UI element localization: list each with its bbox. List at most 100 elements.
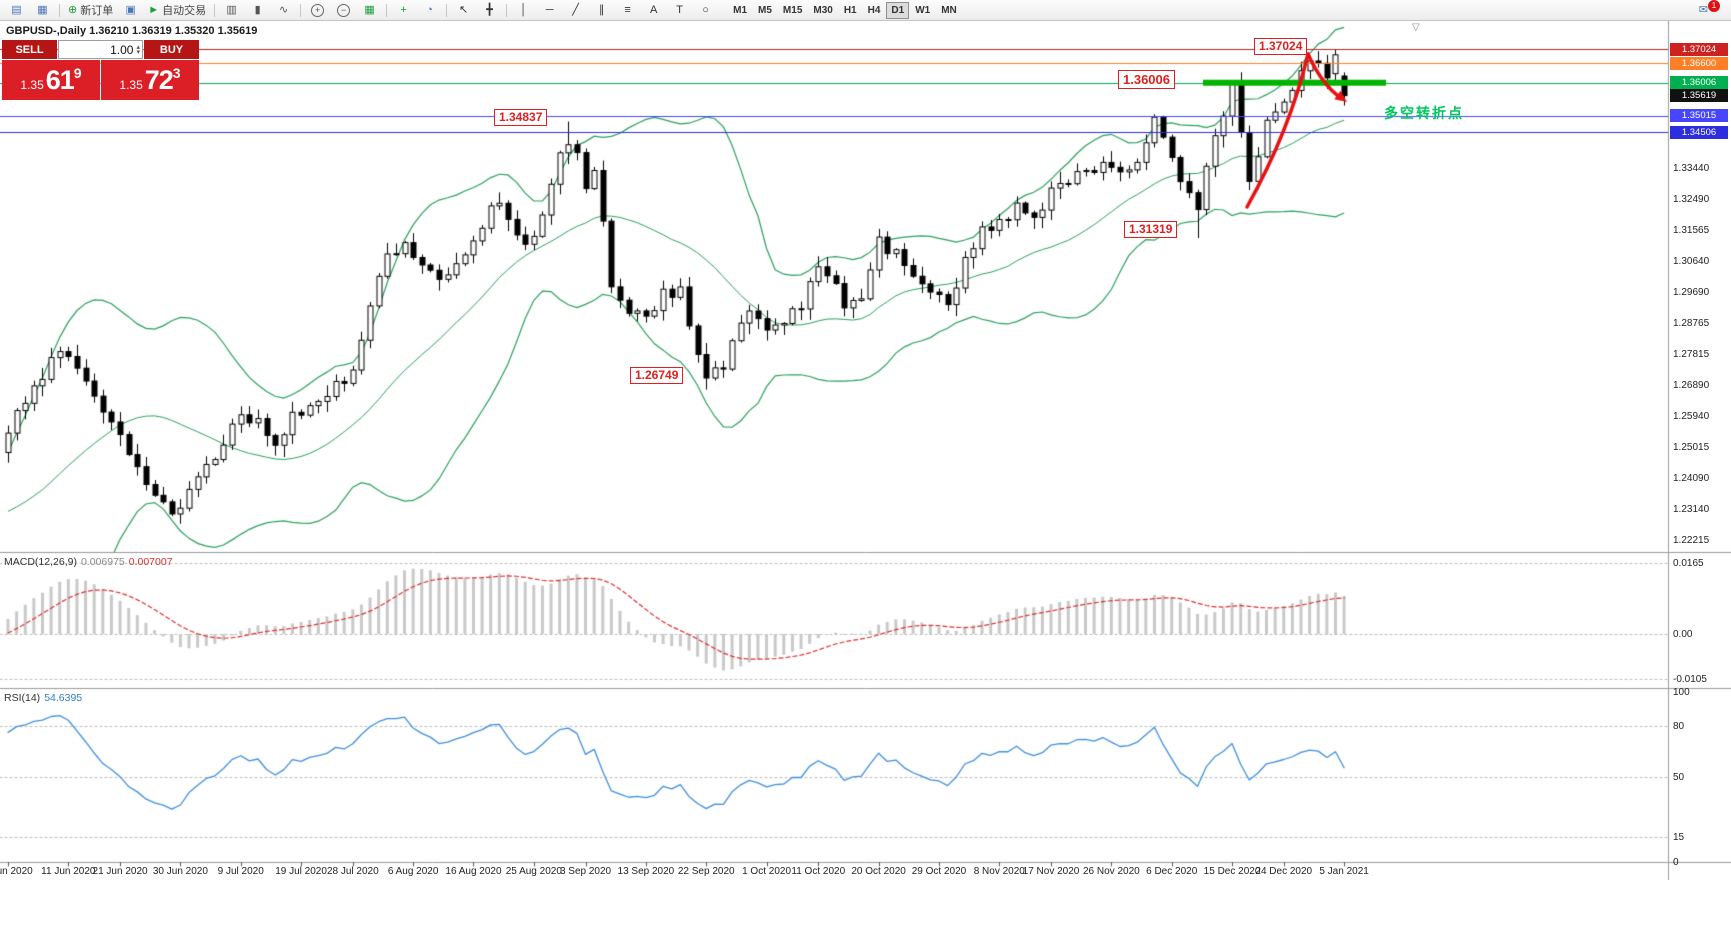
new-order-button-icon: ⊕ [68, 3, 78, 16]
tile-windows-icon[interactable]: ▦ [357, 1, 382, 20]
macd-main-value: 0.006975 [80, 556, 125, 568]
autotrading-button-label: 自动交易 [162, 5, 207, 17]
toolbar-separator [59, 3, 60, 17]
buy-price-big: 72 [144, 64, 174, 95]
sell-price-sup: 9 [73, 65, 82, 81]
line-chart-icon[interactable]: ∿ [271, 1, 296, 20]
annotation-level-1-36006[interactable]: 1.36006 [1118, 70, 1175, 89]
chart-windows-icon[interactable]: ▦ [30, 1, 55, 20]
buy-price-sup: 3 [172, 65, 181, 81]
volume-input[interactable]: 1.00 ▴ ▾ [58, 40, 143, 59]
horizontal-line-icon[interactable]: ─ [537, 1, 562, 20]
label-icon[interactable]: T [667, 1, 692, 20]
trendline-icon[interactable]: ╱ [563, 1, 588, 20]
label-icon: T [676, 3, 683, 16]
print-icon: ▣ [125, 3, 136, 16]
zoom-in-icon[interactable]: + [305, 1, 330, 20]
trade-controls-row: SELL 1.00 ▴ ▾ BUY [2, 40, 199, 59]
toolbar-separator [446, 3, 448, 17]
timeframe-button-M15[interactable]: M15 [782, 4, 803, 16]
turning-point-note[interactable]: 多空转折点 [1384, 105, 1464, 121]
volume-value: 1.00 [110, 42, 134, 57]
autotrading-button[interactable]: ► 自动交易 [144, 1, 210, 20]
indicators-add-icon[interactable]: + [391, 1, 416, 20]
candlestick-chart-icon: ▮ [254, 3, 261, 16]
sell-price-prefix: 1.35 [20, 77, 44, 92]
bar-chart-icon[interactable]: ▥ [219, 1, 244, 20]
tile-windows-icon: ▦ [364, 3, 375, 16]
annotation-high-1-37024[interactable]: 1.37024 [1254, 38, 1308, 55]
buy-price-prefix: 1.35 [119, 77, 143, 92]
buy-price-box[interactable]: 1.35 72 3 [101, 60, 199, 100]
shapes-icon[interactable]: ○ [693, 1, 718, 20]
toolbar: ▤ ▦ ⊕ 新订单 ▣ ► 自动交易 ▥ ▮ ∿ + − ▦ + ◔ ↖ ╋ │ ─ ╱ ∥ ≡ A T ○ M1 M5 M15 M3… [0, 0, 1731, 21]
fibonacci-icon[interactable]: ≡ [615, 1, 640, 20]
timeframe-button-D1[interactable]: D1 [886, 1, 910, 19]
symbol-ohlc-info: GBPUSD-,Daily 1.36210 1.36319 1.35320 1.… [6, 25, 258, 37]
channel-icon[interactable]: ∥ [589, 1, 614, 20]
candlestick-chart-icon[interactable]: ▮ [245, 1, 270, 20]
autotrading-button-icon: ► [148, 3, 160, 16]
macd-name: MACD(12,26,9) [4, 556, 77, 568]
sell-price-big: 61 [45, 64, 75, 95]
annotation-high-1-34837[interactable]: 1.34837 [494, 109, 548, 126]
trendline-icon: ╱ [572, 3, 579, 16]
zoom-in-icon: + [311, 3, 325, 17]
crosshair-icon[interactable]: ╋ [477, 1, 502, 20]
toolbar-separator [506, 3, 508, 17]
horizontal-line-icon: ─ [545, 3, 554, 16]
cursor-icon[interactable]: ↖ [451, 1, 476, 20]
macd-signal-value: 0.007007 [128, 556, 173, 568]
annotation-low-1-26749[interactable]: 1.26749 [630, 367, 684, 384]
toolbar-separator [214, 3, 216, 17]
rsi-value: 54.6395 [44, 692, 83, 704]
timeframe-button-W1[interactable]: W1 [915, 4, 931, 16]
timeframe-button-M30[interactable]: M30 [813, 4, 833, 16]
new-order-button[interactable]: ⊕ 新订单 [64, 1, 117, 20]
toolbar-right: ✉ 1 [1695, 0, 1727, 20]
mailbox-button[interactable]: ✉ 1 [1695, 0, 1727, 20]
bar-chart-icon: ▥ [226, 3, 237, 16]
sell-button[interactable]: SELL [2, 40, 57, 59]
one-click-trading-panel: SELL 1.00 ▴ ▾ BUY 1.35 61 9 1.35 72 3 [2, 40, 199, 100]
text-icon: A [649, 3, 658, 16]
text-icon[interactable]: A [641, 1, 666, 20]
macd-label: MACD(12,26,9) 0.006975 0.007007 [4, 556, 173, 568]
buy-button[interactable]: BUY [144, 40, 199, 59]
rsi-name: RSI(14) [4, 692, 41, 704]
timeframe-button-M5[interactable]: M5 [758, 4, 772, 16]
volume-up-icon[interactable]: ▴ [136, 43, 140, 51]
zoom-out-icon[interactable]: − [331, 1, 356, 20]
volume-down-icon[interactable]: ▾ [136, 48, 140, 56]
timeframe-button-M1[interactable]: M1 [733, 4, 748, 16]
notification-badge: 1 [1708, 0, 1720, 12]
new-order-icon: ▤ [11, 3, 22, 16]
vertical-line-icon: │ [520, 3, 528, 16]
indicators-add-icon: + [400, 3, 407, 16]
periods-icon[interactable]: ◔ [417, 1, 442, 20]
timeframe-buttons: M1 M5 M15 M30 H1 H4 D1 W1 MN [728, 1, 962, 19]
new-order-icon[interactable]: ▤ [4, 1, 29, 20]
timeframe-button-MN[interactable]: MN [941, 4, 957, 16]
envelope-icon: ✉ [1698, 3, 1708, 16]
shapes-icon: ○ [702, 3, 709, 16]
line-chart-icon: ∿ [279, 3, 289, 16]
chart-shift-marker-icon[interactable]: ▽ [1412, 22, 1420, 33]
timeframe-button-H4[interactable]: H4 [867, 4, 881, 16]
volume-stepper: ▴ ▾ [136, 43, 140, 56]
periods-icon: ◔ [426, 3, 433, 16]
annotation-low-1-31319[interactable]: 1.31319 [1124, 221, 1178, 238]
vertical-line-icon[interactable]: │ [511, 1, 536, 20]
rsi-label: RSI(14) 54.6395 [4, 692, 82, 704]
toolbar-separator [386, 3, 388, 17]
crosshair-icon: ╋ [486, 3, 493, 16]
zoom-out-icon: − [337, 3, 351, 17]
timeframe-button-H1[interactable]: H1 [843, 4, 857, 16]
sell-price-box[interactable]: 1.35 61 9 [2, 60, 100, 100]
new-order-button-label: 新订单 [80, 5, 114, 17]
chart-windows-icon: ▦ [37, 3, 48, 16]
channel-icon: ∥ [598, 3, 605, 16]
print-icon[interactable]: ▣ [118, 1, 143, 20]
